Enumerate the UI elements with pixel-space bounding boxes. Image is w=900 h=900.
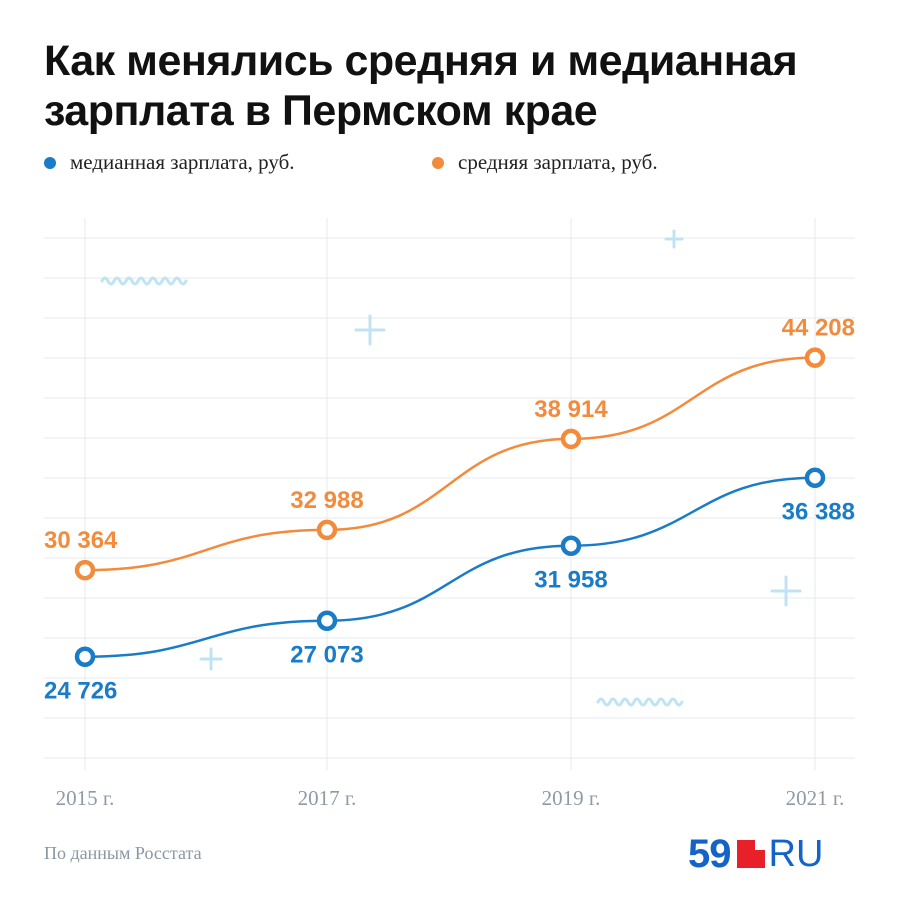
wave-decoration-icon — [596, 697, 684, 707]
data-point — [560, 535, 582, 556]
data-label: 27 073 — [290, 642, 363, 669]
plus-decoration-icon — [354, 314, 386, 346]
legend-label-median: медианная зарплата, руб. — [70, 150, 295, 174]
chart-title: Как менялись средняя и медианная зарплат… — [44, 37, 798, 135]
legend-dot-average — [432, 156, 444, 169]
plus-decoration-icon — [770, 575, 802, 607]
brand-logo: 59 RU — [688, 832, 823, 876]
logo-number: 59 — [688, 832, 731, 876]
data-point — [804, 347, 826, 368]
plus-decoration-icon — [664, 229, 684, 249]
logo-square-icon — [736, 840, 765, 868]
decorations — [100, 229, 802, 707]
series-line-median — [83, 476, 817, 658]
series-line-average — [83, 356, 817, 572]
wave-decoration-icon — [100, 276, 188, 286]
data-point — [74, 646, 96, 667]
data-point — [74, 559, 96, 581]
legend: медианная зарплата, руб. средняя зарплат… — [44, 150, 658, 175]
series-lines — [83, 356, 817, 658]
logo-suffix: RU — [768, 833, 824, 875]
x-tick-label: 2019 г. — [542, 786, 601, 810]
data-label: 32 988 — [290, 487, 363, 514]
legend-label-average: средняя зарплата, руб. — [458, 150, 658, 174]
data-labels: 24 726 27 073 31 958 36 388 30 364 32 988 38 9… — [44, 315, 855, 705]
data-label: 38 914 — [534, 396, 608, 423]
data-label: 24 726 — [44, 678, 117, 705]
series-points — [74, 347, 826, 667]
data-point — [560, 428, 582, 450]
x-tick-label: 2017 г. — [298, 786, 357, 810]
x-tick-label: 2021 г. — [786, 786, 845, 810]
data-label: 36 388 — [782, 499, 855, 526]
legend-item-median: медианная зарплата, руб. — [44, 150, 295, 175]
legend-item-average: средняя зарплата, руб. — [432, 150, 658, 175]
grid — [44, 218, 855, 770]
x-tick-label: 2015 г. — [56, 786, 115, 810]
data-point — [804, 467, 826, 488]
source-note: По данным Росстата — [44, 843, 202, 863]
data-point — [316, 610, 338, 631]
data-point — [316, 519, 338, 541]
data-label: 44 208 — [782, 315, 855, 342]
data-label: 30 364 — [44, 527, 118, 554]
legend-dot-median — [44, 156, 56, 169]
x-axis-tick-labels: 2015 г. 2017 г. 2019 г. 2021 г. — [56, 786, 845, 810]
data-label: 31 958 — [534, 567, 607, 594]
plus-decoration-icon — [199, 647, 223, 671]
